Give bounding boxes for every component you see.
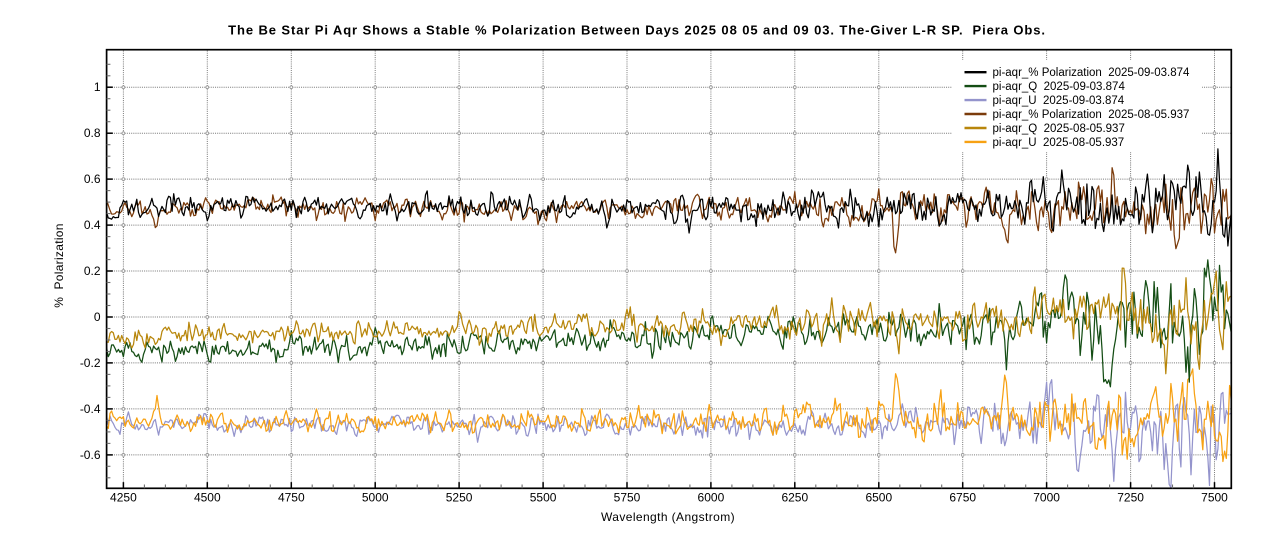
svg-text:0.6: 0.6	[84, 172, 101, 186]
svg-text:-0.2: -0.2	[80, 356, 101, 370]
svg-text:-0.6: -0.6	[80, 448, 101, 462]
svg-text:5250: 5250	[446, 491, 473, 505]
svg-text:pi-aqr_U 2025-09-03.874: pi-aqr_U 2025-09-03.874	[993, 95, 1125, 107]
svg-text:pi-aqr_Q 2025-09-03.874: pi-aqr_Q 2025-09-03.874	[993, 81, 1126, 93]
svg-text:6250: 6250	[781, 491, 808, 505]
svg-text:0.2: 0.2	[84, 264, 101, 278]
svg-text:4250: 4250	[110, 491, 137, 505]
svg-text:1: 1	[94, 80, 101, 94]
svg-text:0: 0	[94, 310, 101, 324]
svg-text:6500: 6500	[865, 491, 892, 505]
svg-text:6750: 6750	[949, 491, 976, 505]
svg-text:% Polarization: % Polarization	[52, 223, 66, 308]
svg-text:4500: 4500	[194, 491, 221, 505]
svg-text:-0.4: -0.4	[80, 402, 101, 416]
svg-text:7000: 7000	[1033, 491, 1060, 505]
svg-text:4750: 4750	[278, 491, 305, 505]
svg-text:5000: 5000	[362, 491, 389, 505]
svg-text:6000: 6000	[698, 491, 725, 505]
svg-text:Wavelength (Angstrom): Wavelength (Angstrom)	[601, 510, 735, 524]
svg-text:7500: 7500	[1201, 491, 1228, 505]
svg-text:The Be Star Pi Aqr Shows a Sta: The Be Star Pi Aqr Shows a Stable % Pola…	[228, 23, 1046, 38]
svg-text:0.8: 0.8	[84, 126, 101, 140]
svg-text:5500: 5500	[530, 491, 557, 505]
svg-text:7250: 7250	[1117, 491, 1144, 505]
svg-text:pi-aqr_% Polarization 2025-09: pi-aqr_% Polarization 2025-09-03.874	[993, 67, 1191, 79]
svg-text:pi-aqr_Q 2025-08-05.937: pi-aqr_Q 2025-08-05.937	[993, 123, 1125, 135]
svg-text:pi-aqr_% Polarization 2025-08: pi-aqr_% Polarization 2025-08-05.937	[993, 109, 1190, 121]
svg-text:pi-aqr_U 2025-08-05.937: pi-aqr_U 2025-08-05.937	[993, 137, 1125, 149]
svg-text:5750: 5750	[614, 491, 641, 505]
svg-text:0.4: 0.4	[84, 218, 101, 232]
